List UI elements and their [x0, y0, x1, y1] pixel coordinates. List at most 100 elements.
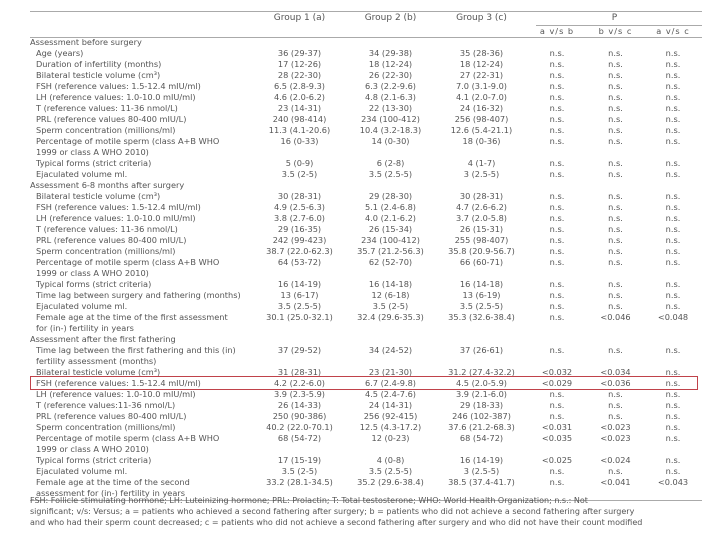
row-label: Time lag between surgery and fathering (…	[36, 290, 241, 300]
row-label: Duration of infertility (months)	[36, 59, 162, 69]
group-value-g3	[436, 37, 527, 48]
group-value-g3: 35 (28-36)	[459, 48, 504, 58]
p-value-p1: n.s.	[549, 48, 565, 58]
p-value-p2: n.s.	[608, 279, 623, 289]
group-value-g2: 6.7 (2.4-9.8)	[364, 378, 416, 388]
p-value-p2: n.s.	[608, 466, 623, 476]
group-value-g2	[345, 268, 436, 279]
group-value-g3: 35.3 (32.6-38.4)	[448, 312, 515, 322]
group-value-g3: 37.6 (21.2-68.3)	[448, 422, 515, 432]
p-value-p1: n.s.	[549, 246, 565, 256]
group-value-g1: 17 (12-26)	[277, 59, 322, 69]
p-value-p1: n.s.	[549, 191, 565, 201]
group-value-g1: 5 (0-9)	[285, 158, 314, 168]
group-value-g3: 7.0 (3.1-9.0)	[455, 81, 507, 91]
p-value-p2: <0.034	[600, 367, 631, 377]
table-row: LH (reference values: 1.0-10.0 mIU/ml) 3.…	[30, 389, 702, 400]
row-label: Percentage of motile sperm (class A+B WH…	[36, 136, 220, 146]
row-label: Bilateral testicle volume (cm³)	[36, 367, 161, 377]
row-label: LH (reference values: 1.0-10.0 mIU/ml)	[36, 213, 196, 223]
p-value-p1: n.s.	[549, 70, 565, 80]
p-value-p1: <0.029	[541, 378, 573, 388]
group-value-g2: 4.0 (2.1-6.2)	[364, 213, 416, 223]
group-value-g2: 26 (15-34)	[368, 224, 413, 234]
group-value-g3: 30 (28-31)	[459, 191, 504, 201]
p-value-p2	[587, 180, 644, 191]
group-value-g2: 10.4 (3.2-18.3)	[359, 125, 422, 135]
group-value-g3: 68 (54-72)	[459, 433, 504, 443]
group-value-g3: 37 (26-61)	[459, 345, 504, 355]
p-value-p2: n.s.	[608, 301, 623, 311]
p-value-p3: n.s.	[665, 400, 681, 410]
table-row: Ejaculated volume ml. 3.5 (2.5-5) 3.5 (2-5…	[30, 301, 702, 312]
group-value-g3: 4.7 (2.6-6.2)	[455, 202, 507, 212]
table-row: Ejaculated volume ml. 3.5 (2-5) 3.5 (2.5-5…	[30, 169, 702, 180]
table-row: FSH (reference values: 1.5-12.4 mIU/ml) 6…	[30, 81, 702, 92]
group-value-g3: 4.1 (2.0-7.0)	[455, 92, 507, 102]
table-row: FSH (reference values: 1.5-12.4 mIU/ml) 4…	[30, 202, 702, 213]
p-value-p3: n.s.	[665, 257, 681, 267]
row-label: Female age at the time of the first asse…	[36, 312, 228, 322]
p-value-p3: n.s.	[665, 246, 681, 256]
group-value-g2: 3.5 (2.5-5)	[368, 169, 413, 179]
p-value-p2: <0.046	[600, 312, 631, 322]
group-value-g2	[345, 323, 436, 334]
group-value-g3	[436, 180, 527, 191]
row-label: FSH (reference values: 1.5-12.4 mIU/ml)	[36, 81, 201, 91]
p-value-p1: n.s.	[549, 125, 565, 135]
p-value-p3	[644, 180, 702, 191]
group-value-g3: 3.5 (2.5-5)	[459, 301, 504, 311]
row-label: 1999 or class A WHO 2010)	[36, 268, 149, 278]
group-value-g2: 234 (100-412)	[361, 235, 420, 245]
row-label: assessment for (in-) fertility in years	[36, 488, 185, 498]
group-value-g1	[254, 37, 345, 48]
row-label: Ejaculated volume ml.	[36, 169, 128, 179]
p-value-p2: n.s.	[608, 400, 623, 410]
group-value-g1: 30 (28-31)	[277, 191, 322, 201]
p-value-p3: <0.043	[657, 477, 689, 487]
p-value-p2: n.s.	[608, 136, 623, 146]
p-value-p1	[527, 268, 587, 279]
group-value-g3	[436, 444, 527, 455]
top-rule	[30, 11, 702, 12]
group-value-g1: 3.5 (2-5)	[281, 169, 318, 179]
header-group1: Group 1 (a)	[273, 13, 326, 23]
p-value-p3: n.s.	[665, 411, 681, 421]
group-value-g1: 3.5 (2.5-5)	[277, 301, 322, 311]
table-row: Time lag between surgery and fathering (…	[30, 290, 702, 301]
group-value-g1: 36 (29-37)	[277, 48, 322, 58]
row-label: Typical forms (strict criteria)	[36, 455, 152, 465]
header-group3: Group 3 (c)	[456, 13, 507, 23]
p-value-p3	[644, 37, 702, 48]
group-value-g3: 35.8 (20.9-56.7)	[448, 246, 515, 256]
table-subheader: a v/s b b v/s c a v/s c	[30, 25, 702, 37]
group-value-g1	[254, 334, 345, 345]
table-row: PRL (reference values 80-400 mIU/L) 242 (…	[30, 235, 702, 246]
group-value-g1: 3.9 (2.3-5.9)	[273, 389, 325, 399]
header-p-avsb: a v/s b	[539, 26, 575, 36]
group-value-g2: 26 (22-30)	[368, 70, 413, 80]
row-label: for (in-) fertility in years	[36, 323, 134, 333]
row-label: Female age at the time of the second	[36, 477, 190, 487]
header-p: P	[611, 13, 618, 23]
group-value-g3: 4.5 (2.0-5.9)	[455, 378, 507, 388]
table-row: Female age at the time of the first asse…	[30, 312, 702, 323]
table-row: Female age at the time of the second 33.2…	[30, 477, 702, 488]
group-value-g2: 4.5 (2.4-7.6)	[364, 389, 416, 399]
p-value-p1: n.s.	[549, 103, 565, 113]
table-row-continuation: assessment for (in-) fertility in years	[30, 488, 702, 499]
group-value-g2: 34 (29-38)	[368, 48, 413, 58]
group-value-g3	[436, 356, 527, 367]
p-value-p2: n.s.	[608, 158, 623, 168]
p-value-p2: n.s.	[608, 235, 623, 245]
group-value-g2: 32.4 (29.6-35.3)	[357, 312, 424, 322]
p-value-p2	[587, 444, 644, 455]
group-value-g2: 12.5 (4.3-17.2)	[359, 422, 422, 432]
p-value-p2: <0.024	[600, 455, 631, 465]
row-label: 1999 or class A WHO 2010)	[36, 444, 149, 454]
p-value-p1: n.s.	[549, 389, 565, 399]
p-value-p3: n.s.	[665, 213, 681, 223]
section-title: Assessment 6-8 months after surgery	[30, 180, 185, 190]
row-label: Bilateral testicle volume (cm³)	[36, 191, 161, 201]
p-value-p1	[527, 323, 587, 334]
